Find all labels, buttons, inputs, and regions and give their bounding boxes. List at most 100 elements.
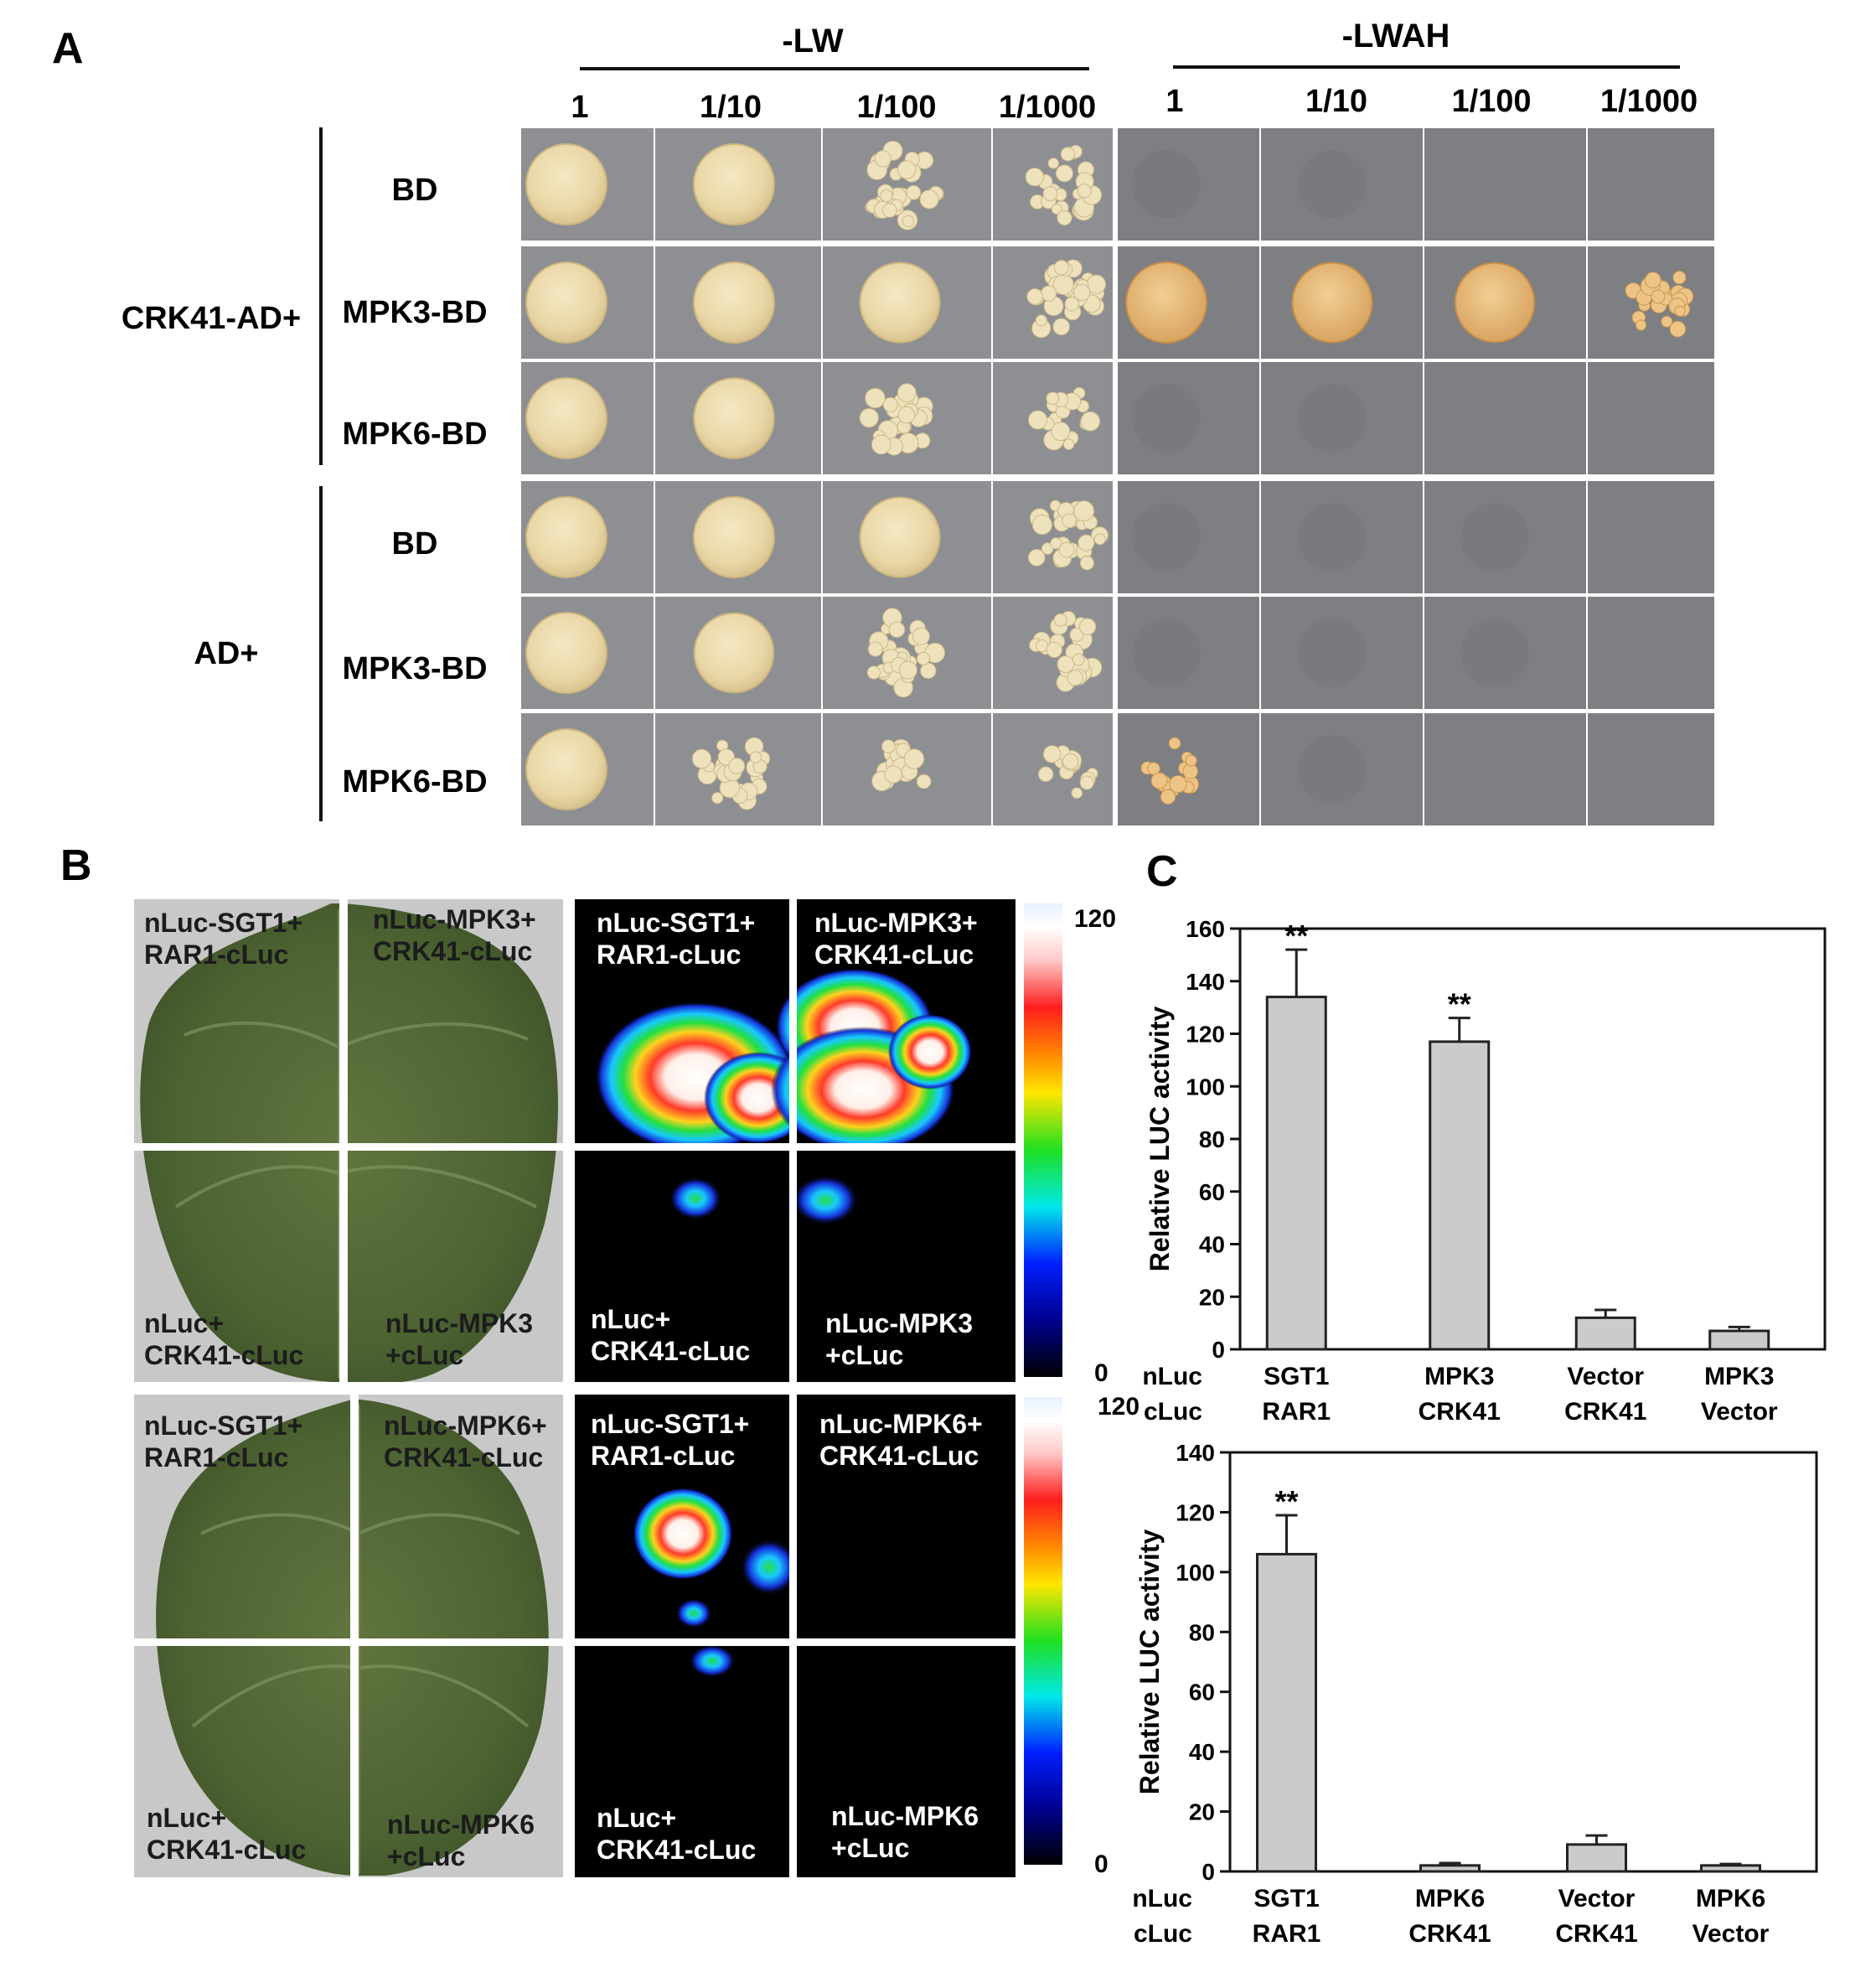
scale-bottom-max: 120 [1098,1393,1140,1421]
yeast-spot [525,612,607,694]
luminescence-top-labels: nLuc-SGT1+ RAR1-cLuc nLuc-MPK3+ CRK41-cLuc n… [591,908,978,1370]
row-header-label: nLuc [1132,1885,1192,1912]
category-label: Vector [1558,1885,1636,1912]
category-label: MPK6 [1696,1885,1765,1912]
group-label-crk41-ad: CRK41-AD+ [121,301,301,336]
y-tick-label: 140 [1186,969,1225,995]
y-axis-label: Relative LUC activity [1145,1007,1175,1272]
dilution-label: 1 [571,90,588,125]
sample-label: nLuc-MPK3 +cLuc [825,1308,973,1370]
color-scale-top [1024,903,1062,1377]
sample-label: nLuc-SGT1+ RAR1-cLuc [144,908,302,970]
sample-label: nLuc+ CRK41-cLuc [597,1803,756,1865]
category-label: Vector [1693,1920,1770,1948]
panel-c: C 0 20 40 60 80 100 120 140 160 Relative LUC acti… [1132,847,1827,1948]
category-label: CRK41 [1419,1398,1501,1426]
panel-a-label: A [52,24,84,73]
plate-tile-lwah [1424,362,1586,474]
yeast-colonies [691,737,771,810]
row-header-label: cLuc [1134,1920,1192,1948]
faint-spot [1132,619,1201,687]
sample-label: nLuc-MPK3+ CRK41-cLuc [373,904,536,966]
y-tick-label: 0 [1212,1337,1225,1363]
faint-spot [1460,619,1529,687]
luminescence-bottom [575,1395,1016,1877]
plate-tile-lwah [1588,713,1714,826]
y-tick-label: 120 [1176,1499,1215,1525]
sample-label: nLuc-MPK3 +cLuc [385,1308,533,1370]
row-label: BD [392,173,438,208]
yeast-spot [693,143,775,225]
bar [1419,1864,1481,1873]
plate-tile-lwah [1424,481,1586,593]
category-label: Vector [1567,1363,1644,1390]
faint-spot [1298,384,1367,453]
yeast-colonies [1029,611,1103,692]
plot-frame [1238,927,1827,1351]
faint-spot [1298,735,1367,804]
significance-mark: ** [1274,1484,1298,1519]
leaf-bottom-labels: nLuc-SGT1+ RAR1-cLuc nLuc-MPK6+ CRK41-cLuc n… [144,1410,547,1871]
plate-tile-lwah [1261,362,1423,474]
yeast-spot [525,496,607,578]
significance-mark: ** [1448,987,1471,1022]
panel-a: A -LW -LWAH 1 1 1/10 1/10 1/100 1/100 1/1000 1/… [52,18,1714,830]
yeast-spot [859,496,941,578]
plate-tile-lwah [1588,597,1714,709]
faint-spot [1132,384,1201,453]
plate-tile-lwah [1424,597,1586,709]
luminescence-bottom-labels: nLuc-SGT1+ RAR1-cLuc nLuc-MPK6+ CRK41-cLuc n… [591,1409,983,1865]
dilution-label: 1/100 [1451,84,1531,119]
yeast-spot [525,261,607,344]
sample-label: nLuc+ CRK41-cLuc [147,1803,306,1865]
dilution-label: 1/1000 [999,90,1096,125]
sample-label: nLuc-MPK6 +cLuc [831,1801,979,1863]
group-label-ad: AD+ [194,636,258,671]
sample-label: nLuc-SGT1+ RAR1-cLuc [144,1410,302,1473]
dilution-label: 1/1000 [1600,84,1698,119]
row-header-label: nLuc [1142,1363,1202,1390]
category-label: Vector [1701,1398,1778,1426]
yeast-spot [693,496,775,578]
yeast-colonies [1037,745,1098,800]
color-scale-bottom [1024,1397,1062,1865]
sample-label: nLuc+ CRK41-cLuc [591,1304,750,1366]
plate-tile-lwah [1424,713,1586,826]
y-tick-label: 60 [1199,1179,1225,1205]
bar [1429,1040,1491,1351]
y-tick-label: 100 [1176,1560,1215,1586]
leaf-photo-bottom [134,1395,563,1877]
yeast-colonies [859,383,933,456]
yeast-spot [1454,261,1536,344]
y-tick-label: 100 [1186,1074,1225,1100]
y-tick-label: 160 [1186,916,1225,942]
faint-spot [1132,150,1201,219]
category-label: MPK6 [1415,1885,1485,1912]
y-tick-label: 20 [1199,1284,1225,1310]
y-tick-label: 80 [1199,1126,1225,1152]
plate-tile-lwah [1424,128,1586,241]
y-tick-label: 60 [1189,1680,1215,1705]
yeast-spot [693,377,775,459]
sample-label: nLuc+ CRK41-cLuc [144,1308,303,1370]
sample-label: nLuc-SGT1+ RAR1-cLuc [591,1409,749,1471]
category-label: SGT1 [1264,1363,1329,1390]
scale-top-min: 0 [1094,1359,1109,1387]
plate-tile-lwah [1261,481,1423,593]
yeast-spot [525,143,607,225]
faint-spot [1298,619,1367,687]
yeast-colonies [871,738,932,792]
sample-label: nLuc-MPK6 +cLuc [387,1809,535,1871]
yeast-spot [525,728,607,810]
plate-tile-lwah [1261,128,1423,241]
leaf-photo-top [134,899,563,1382]
y-tick-label: 20 [1189,1799,1215,1825]
category-label: CRK41 [1408,1920,1491,1948]
row-header-label: cLuc [1144,1398,1202,1426]
yeast-spot [525,377,607,459]
sample-label: nLuc-MPK3+ CRK41-cLuc [814,908,978,970]
y-tick-label: 0 [1202,1859,1215,1885]
plate-tile-lwah [1588,128,1714,241]
row-labels: BD MPK3-BD MPK6-BD BD MPK3-BD MPK6-BD [342,173,487,800]
